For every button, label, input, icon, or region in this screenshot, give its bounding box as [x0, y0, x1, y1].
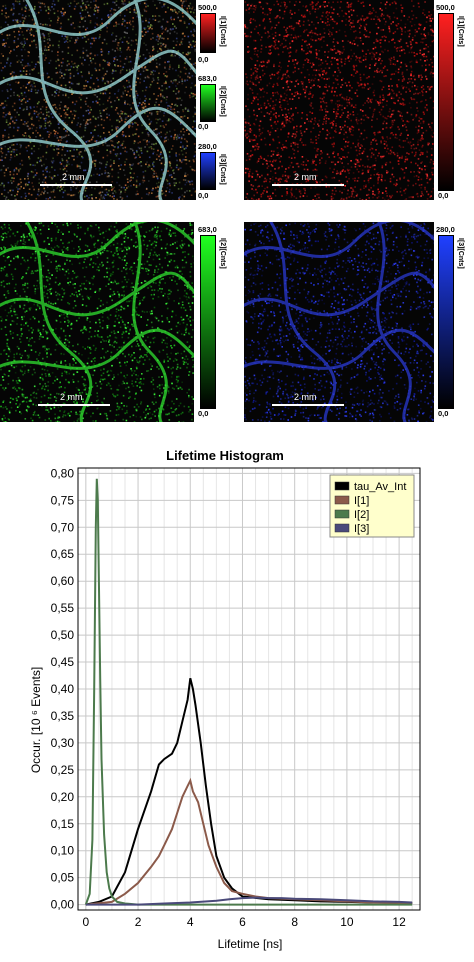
intensity-image-i3 [244, 222, 434, 422]
x-tick-label: 4 [187, 915, 194, 929]
lifetime-histogram-chart: Lifetime Histogram Lifetime [ns] Occur. … [0, 440, 474, 957]
overlay-scale-label: 2 mm [62, 172, 85, 182]
y-tick-label: 0,05 [51, 871, 75, 885]
overlay-cbar-i2-min: 0,0 [198, 123, 208, 131]
y-tick-label: 0,75 [51, 493, 75, 507]
i2-cbar-min: 0,0 [198, 410, 208, 418]
y-tick-label: 0,15 [51, 817, 75, 831]
overlay-cbar-i3-gradient [200, 152, 216, 190]
overlay-cbar-i2-max: 683,0 [198, 75, 217, 83]
y-tick-label: 0,20 [51, 790, 75, 804]
y-tick-label: 0,45 [51, 655, 75, 669]
y-tick-label: 0,80 [51, 466, 75, 480]
i3-cbar-max: 280,0 [436, 226, 455, 234]
y-tick-label: 0,65 [51, 547, 75, 561]
i3-scale-bar [272, 404, 344, 406]
i2-scale-label: 2 mm [60, 392, 83, 402]
intensity-image-i2 [0, 222, 194, 422]
i2-cbar-max: 683,0 [198, 226, 217, 234]
i3-scale-label: 2 mm [294, 392, 317, 402]
x-axis-label: Lifetime [ns] [218, 937, 283, 951]
overlay-cbar-i2-gradient [200, 84, 216, 122]
i1-cbar-title: I[1][Cnts] [457, 16, 464, 47]
overlay-cbar-i1-title: I[1][Cnts] [219, 16, 226, 47]
i3-cbar-title: I[3][Cnts] [457, 238, 464, 269]
x-tick-label: 2 [135, 915, 142, 929]
legend-swatch [335, 510, 349, 518]
i1-cbar-max: 500,0 [436, 4, 455, 12]
i1-scale-label: 2 mm [294, 172, 317, 182]
legend-swatch [335, 496, 349, 504]
y-axis-label: Occur. [10 ⁶ Events] [29, 667, 43, 773]
y-tick-label: 0,50 [51, 628, 75, 642]
legend-label: I[3] [354, 523, 369, 535]
legend-swatch [335, 482, 349, 490]
series-lines [86, 479, 412, 905]
legend-label: I[2] [354, 509, 369, 521]
chart-title: Lifetime Histogram [166, 448, 284, 463]
i2-cbar-title: I[2][Cnts] [219, 238, 226, 269]
overlay-scale-bar [40, 184, 112, 186]
x-tick-label: 10 [340, 915, 354, 929]
y-tick-label: 0,10 [51, 844, 75, 858]
y-tick-label: 0,25 [51, 763, 75, 777]
y-tick-label: 0,00 [51, 898, 75, 912]
x-tick-label: 8 [291, 915, 298, 929]
i2-cbar-gradient [200, 235, 216, 409]
y-tick-label: 0,70 [51, 520, 75, 534]
histogram-svg: Lifetime Histogram Lifetime [ns] Occur. … [0, 440, 474, 957]
series-line-tau_Av_Int [86, 678, 412, 904]
y-tick-label: 0,60 [51, 574, 75, 588]
i1-scale-bar [272, 184, 344, 186]
overlay-cbar-i3-min: 0,0 [198, 192, 208, 200]
y-tick-label: 0,40 [51, 682, 75, 696]
x-tick-label: 0 [82, 915, 89, 929]
overlay-cbar-i1-min: 0,0 [198, 56, 208, 64]
overlay-cbar-i3-title: I[3][Cnts] [219, 154, 226, 185]
overlay-cbar-i3-max: 280,0 [198, 143, 217, 151]
y-tick-label: 0,55 [51, 601, 75, 615]
y-tick-label: 0,35 [51, 709, 75, 723]
legend-swatch [335, 524, 349, 532]
x-tick-label: 6 [239, 915, 246, 929]
i1-cbar-min: 0,0 [438, 192, 448, 200]
i3-cbar-min: 0,0 [438, 410, 448, 418]
overlay-cbar-i1-max: 500,0 [198, 4, 217, 12]
overlay-cbar-i2-title: I[2][Cnts] [219, 86, 226, 117]
intensity-image-i1 [244, 0, 434, 200]
overlay-cbar-i1-gradient [200, 13, 216, 53]
overlay-image [0, 0, 196, 200]
legend: tau_Av_Int I[1] I[2] I[3] [330, 475, 414, 537]
y-tick-label: 0,30 [51, 736, 75, 750]
i1-cbar-gradient [438, 13, 454, 191]
i2-scale-bar [38, 404, 110, 406]
i3-cbar-gradient [438, 235, 454, 409]
x-tick-label: 12 [392, 915, 406, 929]
legend-label: tau_Av_Int [354, 481, 406, 493]
legend-label: I[1] [354, 495, 369, 507]
